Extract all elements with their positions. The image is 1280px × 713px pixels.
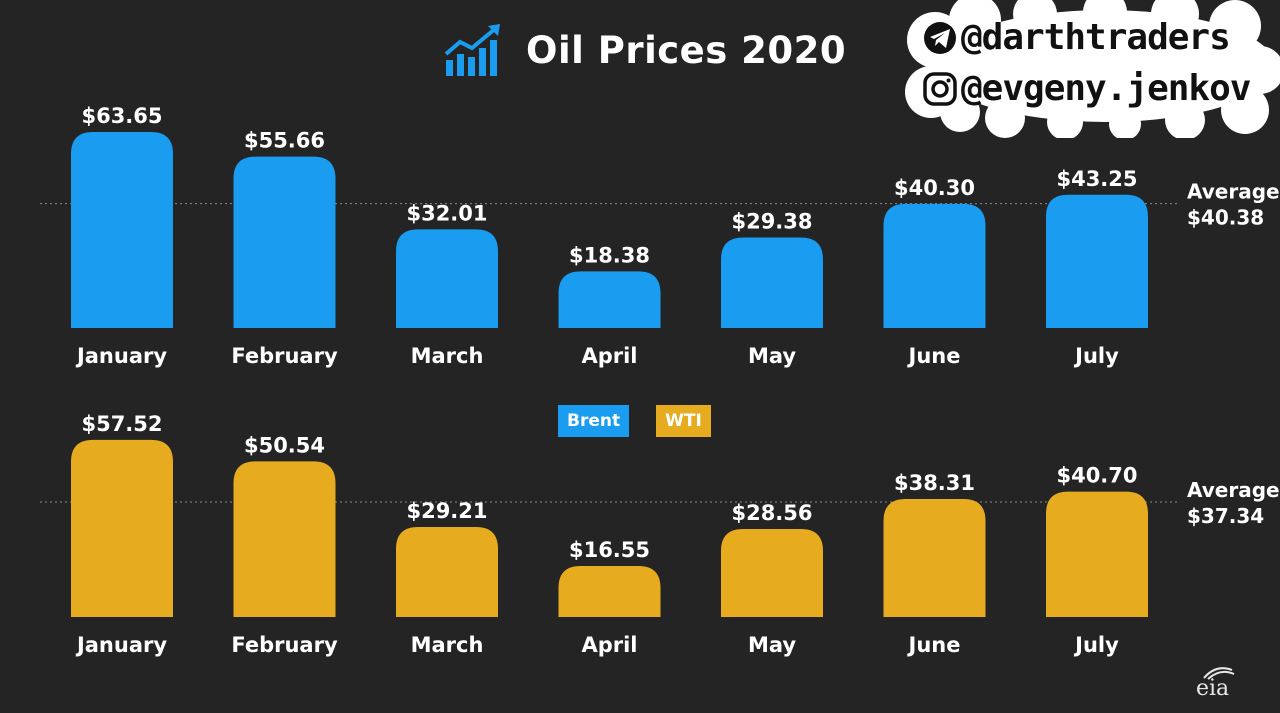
brent-category-label: May (748, 344, 796, 368)
eia-swoosh-icon (1203, 667, 1235, 680)
wti-value-label: $40.70 (1056, 464, 1137, 488)
wti-bar (396, 527, 498, 617)
wti-bar (721, 529, 823, 617)
wti-value-label: $16.55 (569, 538, 650, 562)
telegram-icon (924, 21, 956, 54)
instagram-handle-text: @evgeny.jenkov (961, 68, 1251, 109)
wti-category-label: July (1073, 633, 1119, 657)
brent-value-label: $63.65 (81, 104, 162, 128)
wti-average-label: Average (1187, 478, 1280, 502)
brent-category-label: February (231, 344, 338, 368)
legend-label-brent: Brent (567, 411, 621, 431)
wti-value-label: $57.52 (81, 412, 162, 436)
brent-category-label: July (1073, 344, 1119, 368)
brent-bar (721, 237, 823, 328)
wti-average-value: $37.34 (1187, 504, 1264, 528)
brent-value-label: $40.30 (894, 176, 975, 200)
brent-value-label: $32.01 (406, 201, 487, 225)
wti-bar (71, 439, 173, 617)
brent-bar (233, 156, 336, 328)
brent-bar (558, 271, 661, 328)
brent-category-label: June (907, 344, 961, 368)
brent-bar (883, 203, 986, 328)
telegram-handle[interactable]: @darthtraders (923, 17, 1231, 58)
brent-bar (396, 229, 498, 328)
eia-logo: eia (1194, 664, 1238, 704)
eia-logo-text: eia (1196, 676, 1230, 701)
wti-category-label: April (581, 633, 637, 657)
legend-item-wti: WTI (656, 405, 711, 437)
legend-item-brent: Brent (558, 405, 630, 437)
wti-value-label: $28.56 (731, 501, 812, 525)
brent-average-label: Average (1187, 180, 1280, 204)
telegram-handle-text: @darthtraders (961, 17, 1231, 58)
brent-value-label: $18.38 (569, 243, 650, 267)
brent-value-label: $55.66 (244, 129, 325, 153)
cloud-background (905, 0, 1280, 138)
wti-category-label: May (748, 633, 796, 657)
wti-category-label: February (231, 633, 338, 657)
instagram-handle[interactable]: @evgeny.jenkov (923, 68, 1251, 109)
legend-label-wti: WTI (665, 411, 702, 431)
page-title: Oil Prices 2020 (526, 28, 847, 72)
wti-bar (233, 461, 336, 617)
brent-category-label: April (581, 344, 637, 368)
wti-value-label: $29.21 (406, 499, 487, 523)
wti-category-label: March (411, 633, 484, 657)
wti-value-label: $50.54 (244, 433, 325, 457)
brent-value-label: $29.38 (731, 210, 812, 234)
brent-bar (1046, 194, 1148, 328)
brent-average-value: $40.38 (1187, 206, 1264, 230)
wti-category-label: June (907, 633, 961, 657)
wti-bar (1046, 491, 1148, 617)
brent-category-label: January (75, 344, 167, 368)
chart-trend-icon (444, 24, 500, 76)
brent-value-label: $43.25 (1056, 167, 1137, 191)
brent-bar (71, 131, 173, 328)
social-handles: @darthtraders @evgeny.jenkov (905, 0, 1280, 138)
wti-bar (883, 499, 986, 617)
legend: Brent WTI (558, 405, 711, 437)
wti-bar (558, 566, 661, 617)
instagram-icon (923, 71, 957, 106)
brent-category-label: March (411, 344, 484, 368)
title-area: Oil Prices 2020 (444, 20, 846, 80)
wti-value-label: $38.31 (894, 471, 975, 495)
wti-category-label: January (75, 633, 167, 657)
